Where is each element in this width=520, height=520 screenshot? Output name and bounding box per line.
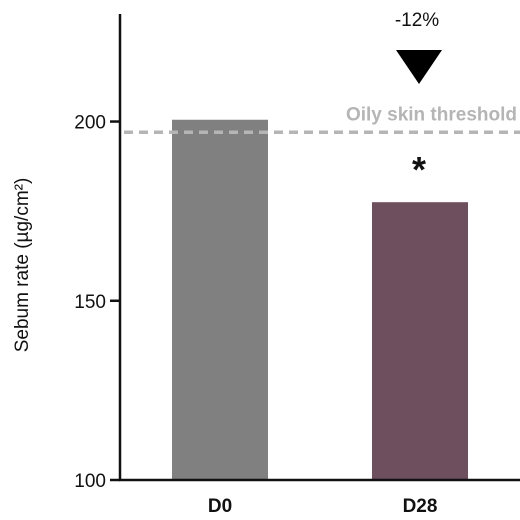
y-ticks: 100 150 200 <box>74 113 120 492</box>
significance-marker: * <box>412 149 426 190</box>
x-tick-labels: D0 D28 <box>208 496 438 517</box>
bars-layer <box>172 119 468 480</box>
y-axis-label: Sebum rate (µg/cm²) <box>12 178 33 353</box>
bar-d28 <box>372 202 468 480</box>
x-tick-label-d0: D0 <box>208 496 232 517</box>
down-arrow-icon <box>396 50 442 84</box>
change-label: -12% <box>395 10 439 31</box>
bar-d0 <box>172 119 268 480</box>
x-tick-label-d28: D28 <box>403 496 438 517</box>
y-tick-label: 150 <box>74 292 106 313</box>
y-tick-label: 200 <box>74 113 106 134</box>
y-tick-label: 100 <box>74 471 106 492</box>
threshold-label: Oily skin threshold <box>346 104 517 125</box>
